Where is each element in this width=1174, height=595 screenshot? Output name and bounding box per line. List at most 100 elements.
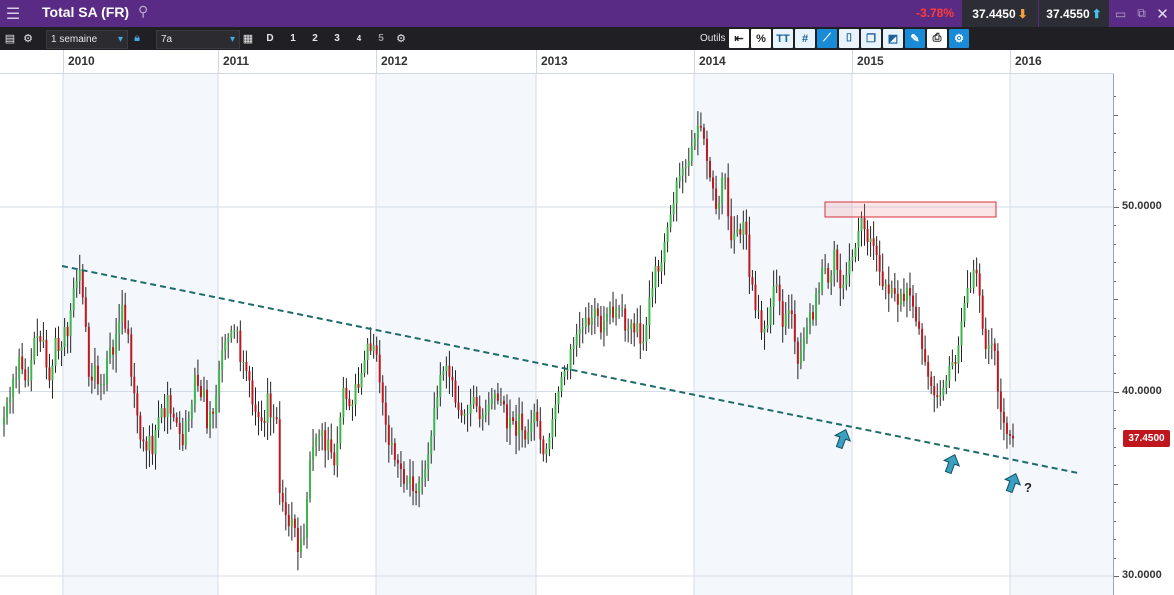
candle-body-up — [27, 380, 30, 382]
candle — [160, 404, 163, 424]
candle-body-up — [290, 518, 293, 527]
candle-body-down — [984, 328, 987, 350]
candle — [127, 320, 130, 344]
candle-body-up — [193, 374, 196, 405]
candle-body-down — [712, 177, 715, 189]
price-label: 40.0000 — [1122, 384, 1162, 397]
preset-2-button[interactable]: 2 — [312, 33, 318, 44]
candle-body-down — [839, 269, 842, 289]
settings-tool-icon[interactable]: ⚙ — [949, 29, 969, 48]
price-tick — [1114, 391, 1119, 393]
preset-3-button[interactable]: 3 — [334, 33, 340, 44]
search-icon[interactable]: ⚲ — [138, 3, 149, 19]
price-minor-tick — [1114, 188, 1116, 190]
candle-body-up — [342, 387, 345, 418]
preset-5-button[interactable]: 5 — [378, 33, 384, 44]
candle-icon[interactable]: ⌷ — [839, 29, 859, 48]
candle — [306, 491, 309, 549]
candle — [727, 163, 730, 231]
minimize-icon[interactable]: ▭ — [1114, 6, 1127, 21]
candle-body-up — [209, 411, 212, 429]
candle — [454, 370, 457, 408]
question-mark: ? — [1024, 480, 1032, 495]
candle — [151, 423, 154, 465]
candle-body-down — [284, 502, 287, 516]
candle-body-down — [918, 321, 921, 329]
annotate-icon[interactable]: ✎ — [905, 29, 925, 48]
candle-body-down — [739, 229, 742, 235]
candle-body-up — [669, 214, 672, 228]
candle-body-up — [33, 337, 36, 361]
price-label: 30.0000 — [1122, 569, 1162, 581]
candle-body-down — [369, 343, 372, 351]
candle-body-down — [778, 284, 781, 302]
candle — [633, 313, 636, 347]
candle — [499, 387, 502, 406]
candle — [493, 389, 496, 410]
candle-body-up — [957, 345, 960, 364]
candle-body-up — [157, 417, 160, 431]
instrument-title: Total SA (FR) — [42, 4, 130, 20]
candle — [106, 350, 109, 392]
candle-body-up — [651, 288, 654, 298]
candle-body-up — [215, 395, 218, 414]
gear-icon[interactable]: ⚙ — [23, 33, 33, 45]
price-chart[interactable]: ? — [0, 74, 1114, 595]
draw-icon[interactable]: ⟋ — [817, 29, 837, 48]
candle-body-up — [663, 242, 666, 263]
candle — [21, 343, 24, 375]
candle-body-down — [81, 269, 84, 298]
lock-icon[interactable]: 🔒︎ — [134, 32, 140, 44]
range-select[interactable]: 7a ▾ — [156, 30, 240, 49]
layers-icon[interactable]: ❐ — [861, 29, 881, 48]
price-minor-tick — [1114, 317, 1116, 319]
candle — [575, 323, 578, 357]
percent-button[interactable]: % — [751, 29, 771, 48]
candle — [72, 277, 75, 318]
candle — [339, 412, 342, 450]
candle-body-up — [493, 393, 496, 399]
candle-body-up — [666, 227, 669, 243]
shape-icon[interactable]: ◩ — [883, 29, 903, 48]
interval-select[interactable]: 1 semaine ▾ — [46, 30, 128, 49]
price-minor-tick — [1114, 299, 1118, 301]
popout-icon[interactable]: ⧉ — [1137, 6, 1146, 20]
ask-price-button[interactable]: 37.4550 ⬆ — [1039, 0, 1109, 27]
print-icon[interactable]: ⎙ — [927, 29, 947, 48]
candle-body-down — [708, 160, 711, 178]
back-arrow-icon[interactable]: ⇤ — [729, 29, 749, 48]
candle-body-up — [339, 417, 342, 444]
candle-body-up — [654, 266, 657, 289]
day-button[interactable]: D — [266, 33, 274, 44]
calendar-icon[interactable]: ▦ — [242, 33, 254, 45]
candle-body-up — [106, 358, 109, 385]
candle — [675, 177, 678, 222]
preset-1-button[interactable]: 1 — [290, 33, 296, 44]
candle — [27, 366, 30, 387]
down-arrow-icon: ⬇ — [1017, 6, 1028, 21]
candle — [821, 259, 824, 296]
candle — [621, 294, 624, 317]
grid-icon[interactable]: # — [795, 29, 815, 48]
candle-body-down — [293, 518, 296, 529]
panel-icon[interactable]: ▤ — [4, 33, 16, 45]
candle — [884, 279, 887, 300]
candle — [557, 386, 560, 414]
candle-body-down — [542, 439, 545, 455]
candle-body-up — [466, 413, 469, 415]
menu-icon[interactable]: ☰ — [5, 5, 21, 23]
candle-body-down — [827, 267, 830, 283]
candle-body-up — [115, 334, 118, 355]
close-icon[interactable]: ✕ — [1156, 5, 1169, 23]
candle-body-up — [242, 361, 245, 363]
candle — [854, 242, 857, 263]
candle — [327, 426, 330, 461]
gear-icon[interactable]: ⚙ — [396, 33, 406, 45]
candle-body-down — [145, 441, 148, 451]
candle — [266, 378, 269, 441]
bid-price-button[interactable]: 37.4450 ⬇ — [962, 0, 1038, 27]
candle-body-down — [978, 273, 981, 296]
candle — [230, 325, 233, 343]
text-icon[interactable]: TT — [773, 29, 793, 48]
preset-4-button[interactable]: 4 — [356, 34, 362, 43]
